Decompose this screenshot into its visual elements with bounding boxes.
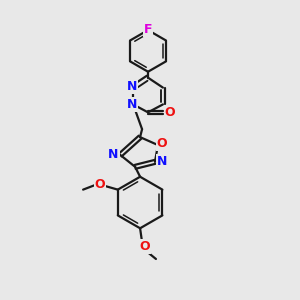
Text: O: O (94, 178, 105, 191)
Text: O: O (157, 136, 167, 150)
Text: N: N (108, 148, 118, 161)
Text: F: F (144, 22, 152, 36)
Text: O: O (140, 240, 150, 253)
Text: N: N (127, 98, 137, 111)
Text: O: O (164, 106, 175, 119)
Text: N: N (127, 80, 137, 93)
Text: N: N (157, 155, 167, 168)
